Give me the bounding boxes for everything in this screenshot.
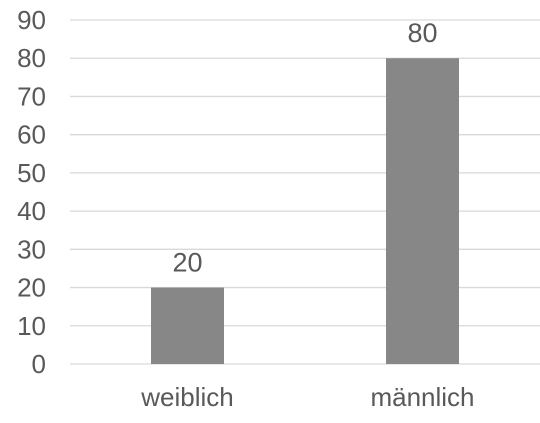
x-axis-tick-labels: weiblich männlich — [140, 382, 474, 412]
y-tick-label: 20 — [17, 273, 46, 303]
data-label: 80 — [407, 18, 437, 48]
y-tick-label: 70 — [17, 81, 46, 111]
y-tick-label: 10 — [17, 311, 46, 341]
bar-weiblich — [151, 287, 224, 364]
bar-männlich — [386, 58, 459, 364]
y-tick-label: 80 — [17, 43, 46, 73]
y-tick-label: 60 — [17, 120, 46, 150]
data-label: 20 — [172, 248, 202, 278]
x-tick-label: weiblich — [140, 382, 234, 412]
y-axis-tick-labels: 0 10 20 30 40 50 60 70 80 90 — [17, 5, 46, 379]
y-tick-label: 90 — [17, 5, 46, 35]
y-tick-label: 30 — [17, 234, 46, 264]
y-tick-label: 40 — [17, 196, 46, 226]
bars — [151, 58, 459, 364]
y-tick-label: 0 — [32, 349, 46, 379]
x-tick-label: männlich — [370, 382, 474, 412]
gridlines — [70, 19, 540, 365]
y-tick-label: 50 — [17, 158, 46, 188]
